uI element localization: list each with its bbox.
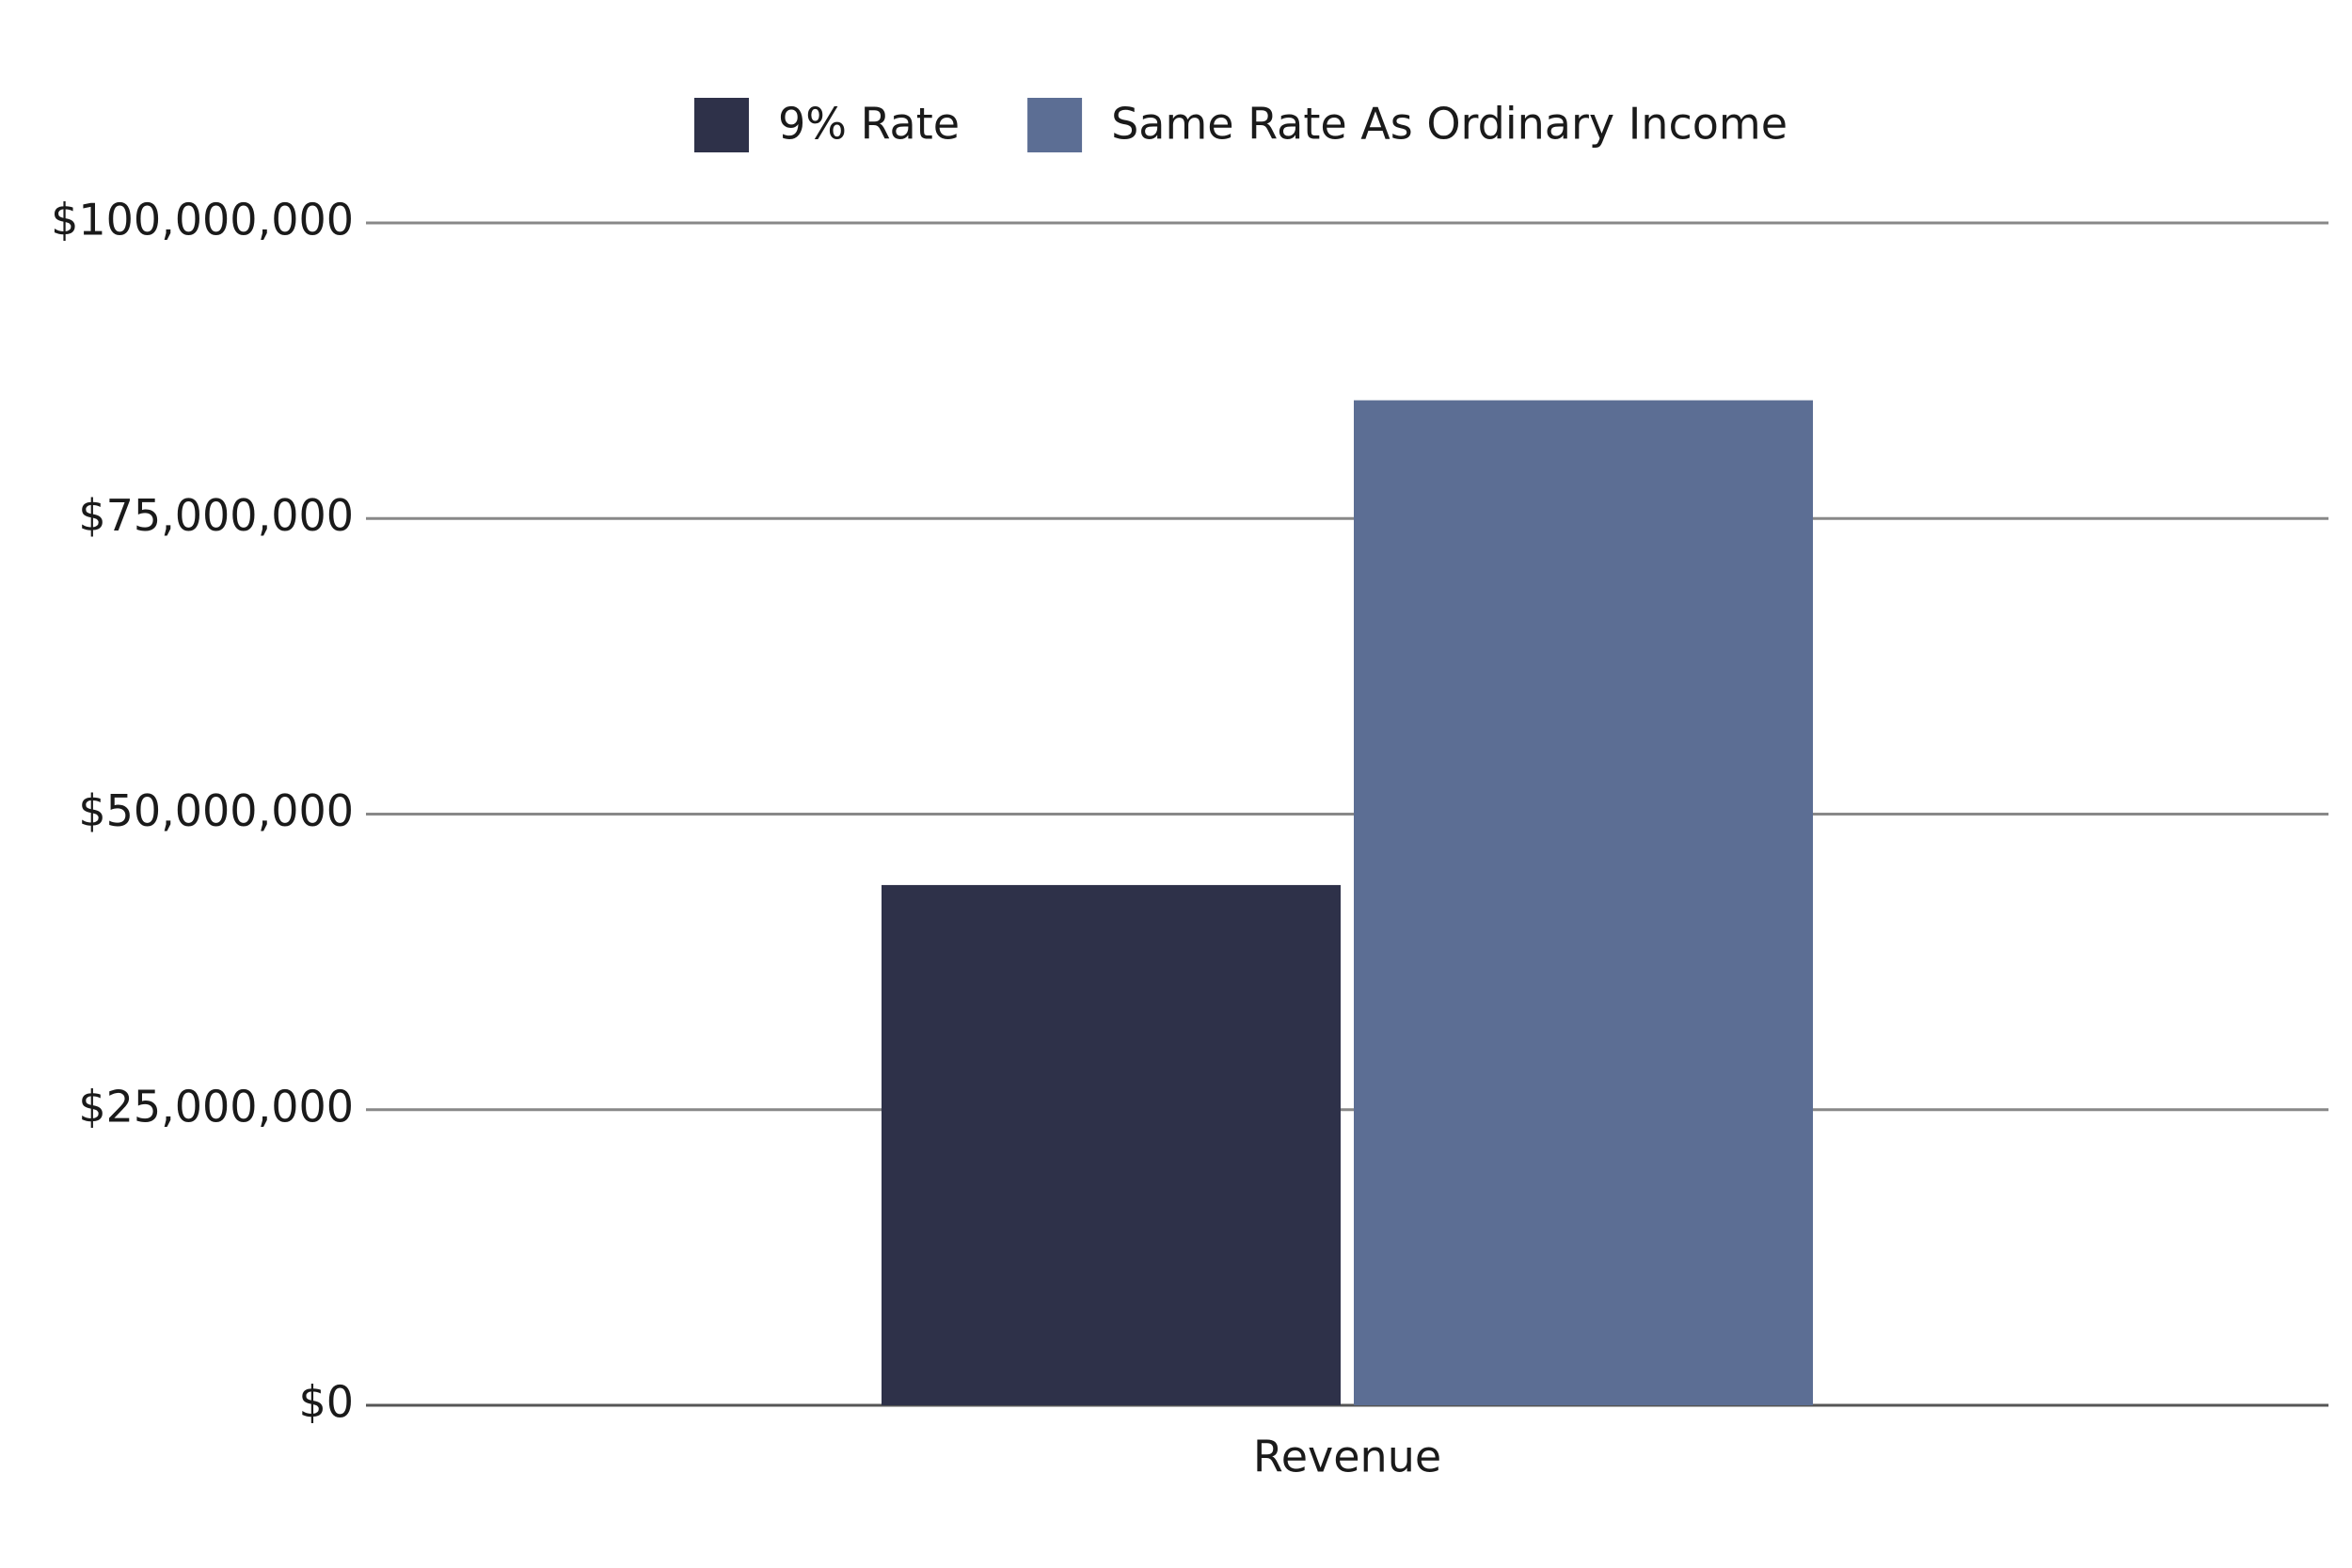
y-tick-label: $100,000,000	[51, 195, 354, 245]
legend-swatch	[694, 98, 749, 152]
y-tick-label: $0	[298, 1377, 354, 1428]
y-tick-label: $75,000,000	[78, 490, 354, 541]
y-tick-label: $50,000,000	[78, 785, 354, 836]
x-tick-label: Revenue	[1253, 1432, 1441, 1482]
y-tick-label: $25,000,000	[78, 1081, 354, 1132]
legend-swatch	[1027, 98, 1083, 152]
bar	[882, 884, 1341, 1405]
bar	[1354, 400, 1813, 1405]
legend-label: Same Rate As Ordinary Income	[1111, 99, 1788, 150]
legend-label: 9% Rate	[778, 99, 960, 150]
